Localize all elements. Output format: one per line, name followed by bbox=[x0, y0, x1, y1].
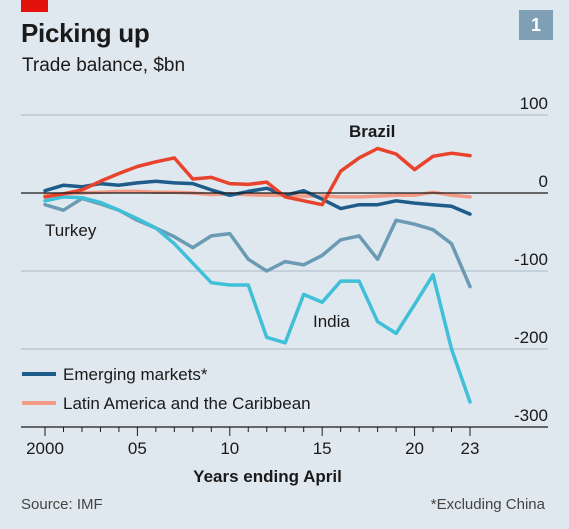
x-axis: 2000 05 10 15 20 23 Years ending April bbox=[21, 426, 548, 486]
chart-title: Picking up bbox=[21, 18, 150, 48]
x-tick-label: 23 bbox=[461, 439, 480, 458]
chart-subtitle: Trade balance, $bn bbox=[22, 55, 186, 76]
legend: Emerging markets* Latin America and the C… bbox=[22, 365, 311, 413]
annotation-india: India bbox=[313, 312, 350, 331]
series-lines bbox=[21, 146, 548, 404]
series-line-latin-america-and-the-caribbean bbox=[43, 189, 472, 199]
y-tick-label: -200 bbox=[514, 328, 548, 347]
series-line-emerging-markets bbox=[43, 179, 472, 216]
legend-label: Latin America and the Caribbean bbox=[63, 394, 311, 413]
x-tick-label: 15 bbox=[313, 439, 332, 458]
y-axis-labels: 100 0 -100 -200 -300 bbox=[514, 94, 548, 425]
source-note: Source: IMF bbox=[21, 496, 103, 513]
y-tick-label: 0 bbox=[539, 172, 548, 191]
y-tick-label: -100 bbox=[514, 250, 548, 269]
x-axis-title: Years ending April bbox=[193, 467, 342, 486]
footnote: *Excluding China bbox=[430, 496, 545, 513]
legend-label: Emerging markets* bbox=[63, 365, 208, 384]
annotation-brazil: Brazil bbox=[349, 122, 395, 141]
series-line-brazil bbox=[43, 146, 472, 207]
annotation-turkey: Turkey bbox=[45, 221, 97, 240]
brand-tag bbox=[21, 0, 48, 12]
x-tick-label: 20 bbox=[405, 439, 424, 458]
series-line-turkey bbox=[43, 196, 472, 289]
x-tick-label: 10 bbox=[220, 439, 239, 458]
y-tick-label: -300 bbox=[514, 406, 548, 425]
y-tick-label: 100 bbox=[520, 94, 548, 113]
chart-number-badge: 1 bbox=[519, 10, 553, 40]
x-tick-label: 2000 bbox=[26, 439, 64, 458]
series-annotations: Brazil Turkey India bbox=[45, 122, 395, 331]
x-tick-label: 05 bbox=[128, 439, 147, 458]
series-line-india bbox=[43, 195, 472, 404]
